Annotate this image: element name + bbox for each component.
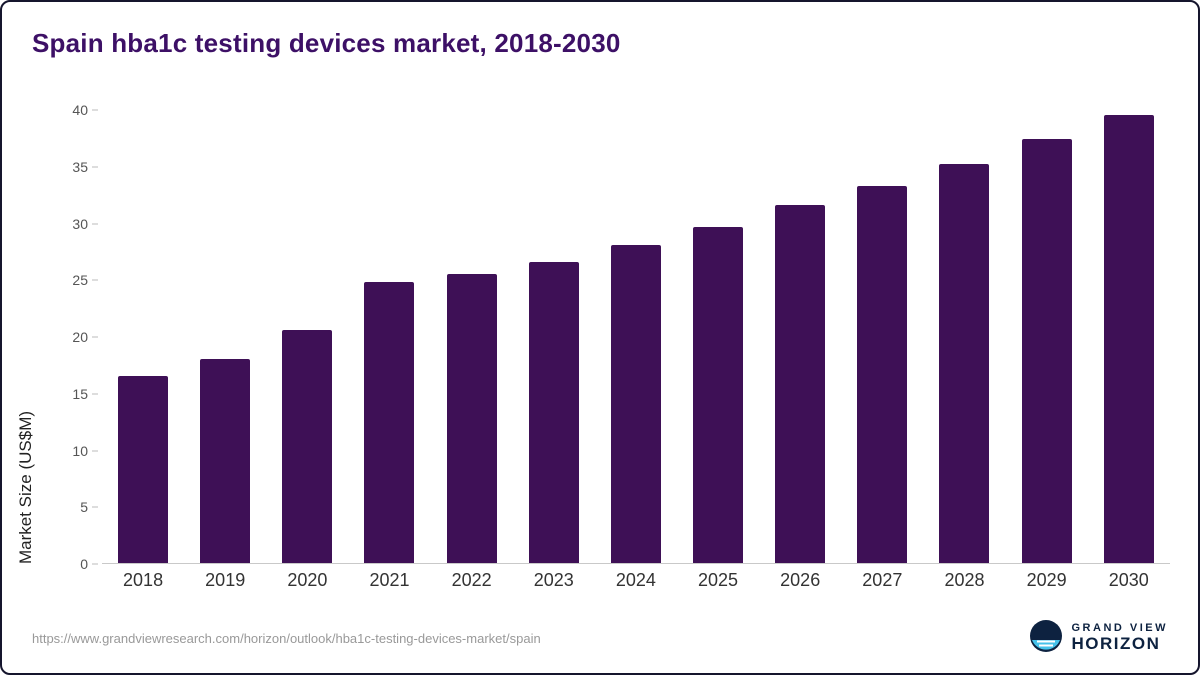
bar-2020 xyxy=(282,329,333,563)
y-tick-label: 5 xyxy=(80,499,88,516)
horizon-sun-icon xyxy=(1029,619,1063,658)
brand-name-bottom: HORIZON xyxy=(1071,633,1161,653)
bar-2024 xyxy=(610,244,661,563)
brand-name: GRAND VIEW HORIZON xyxy=(1072,623,1169,652)
x-tick-label: 2018 xyxy=(123,570,164,590)
x-axis: 2018 2019 2020 2021 2022 2023 2024 2025 2026 2027… xyxy=(102,570,1170,591)
source-url: https://www.grandviewresearch.com/horizo… xyxy=(32,630,541,646)
y-tick-label: 0 xyxy=(80,556,88,572)
x-tick-label: 2027 xyxy=(862,570,903,590)
bar-2030 xyxy=(1103,114,1154,563)
y-tick-mark xyxy=(92,336,98,338)
x-tick-label: 2021 xyxy=(369,570,410,590)
x-tick-label: 2025 xyxy=(698,570,739,590)
plot-area xyxy=(102,110,1170,564)
x-tick-label: 2020 xyxy=(287,570,328,590)
bar-2026 xyxy=(775,205,826,563)
bar-2023 xyxy=(528,261,579,563)
bar-2021 xyxy=(364,282,415,563)
footer: https://www.grandviewresearch.com/horizo… xyxy=(2,611,1198,673)
bar-2029 xyxy=(1021,139,1072,563)
y-tick-label: 15 xyxy=(72,385,88,402)
brand-name-top: GRAND VIEW xyxy=(1071,622,1168,635)
y-axis: 0 5 10 15 20 25 30 35 40 xyxy=(54,102,98,572)
y-tick-mark xyxy=(92,279,98,281)
y-tick-label: 35 xyxy=(72,158,88,175)
y-tick-label: 30 xyxy=(72,215,88,232)
bar-chart: Market Size (US$M) 0 5 10 15 20 25 30 35 40 2018… xyxy=(2,92,1198,604)
bar-2019 xyxy=(200,359,251,563)
bar-2018 xyxy=(118,376,169,563)
x-tick-label: 2028 xyxy=(944,570,985,590)
y-tick-label: 40 xyxy=(72,102,88,118)
y-tick-mark xyxy=(92,393,98,395)
y-tick-mark xyxy=(92,506,98,508)
x-tick-label: 2019 xyxy=(205,570,246,590)
y-tick-label: 10 xyxy=(72,442,88,459)
x-tick-label: 2024 xyxy=(615,570,656,590)
x-tick-label: 2030 xyxy=(1108,570,1149,590)
x-tick-label: 2029 xyxy=(1026,570,1067,590)
x-tick-label: 2022 xyxy=(451,570,492,590)
y-tick-mark xyxy=(92,450,98,451)
y-tick-label: 25 xyxy=(72,272,88,289)
chart-title: Spain hba1c testing devices market, 2018… xyxy=(32,28,621,58)
y-tick-mark xyxy=(92,109,98,111)
bar-2028 xyxy=(939,164,990,563)
x-tick-label: 2023 xyxy=(533,570,574,590)
bar-2027 xyxy=(857,185,908,563)
bar-2022 xyxy=(446,274,497,563)
y-axis-title: Market Size (US$M) xyxy=(16,410,35,564)
x-tick-label: 2026 xyxy=(780,570,821,590)
brand-logo: GRAND VIEW HORIZON xyxy=(1029,619,1169,658)
y-tick-mark xyxy=(92,563,98,565)
y-tick-label: 20 xyxy=(72,329,88,345)
y-tick-mark xyxy=(92,223,98,224)
y-tick-mark xyxy=(92,166,98,168)
bar-2025 xyxy=(693,226,744,563)
